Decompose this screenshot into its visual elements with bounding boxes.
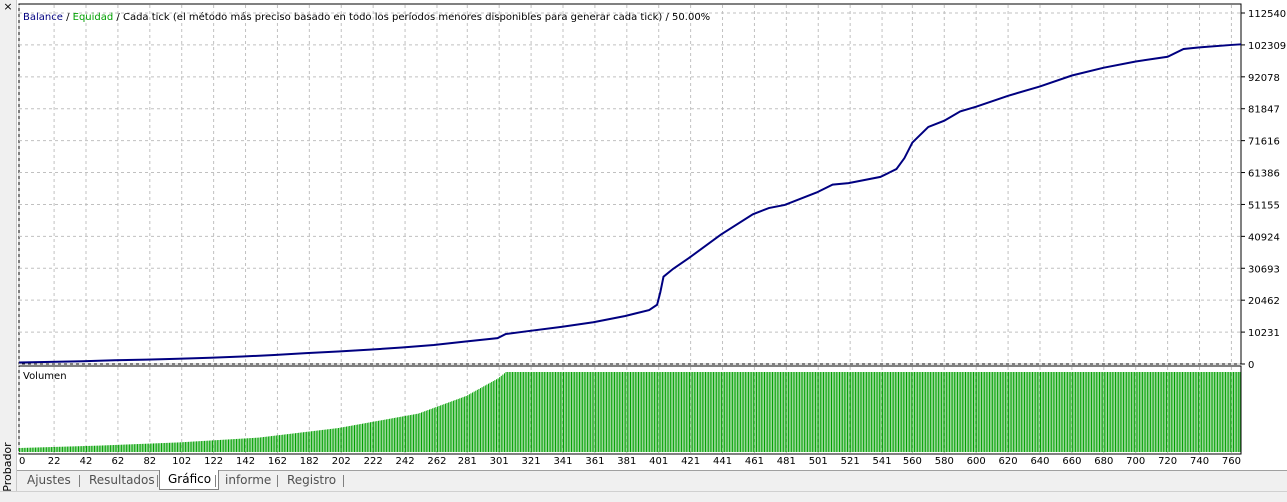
x-tick-label: 521 — [841, 456, 860, 467]
tab-separator — [343, 475, 344, 487]
x-tick-label: 680 — [1094, 456, 1113, 467]
x-tick-label: 222 — [364, 456, 383, 467]
legend-separator: / — [63, 12, 73, 23]
x-tick-label: 461 — [745, 456, 764, 467]
chart-area: 0 22 42 62 82 102 122 142 162 182 202 222 242 262 281 3… — [17, 0, 1287, 470]
x-tick-label: 182 — [300, 456, 319, 467]
y-tick-label: 0 — [1248, 360, 1254, 371]
y-tick-label: 71616 — [1248, 137, 1280, 148]
y-tick-label: 61386 — [1248, 169, 1280, 180]
tab-ajustes[interactable]: Ajustes — [27, 473, 71, 487]
tab-separator — [79, 475, 80, 487]
close-icon[interactable]: × — [3, 0, 13, 13]
y-tick-label: 10231 — [1248, 328, 1280, 339]
x-tick-label: 640 — [1030, 456, 1049, 467]
x-tick-label: 82 — [143, 456, 156, 467]
x-tick-label: 262 — [427, 456, 446, 467]
x-tick-label: 580 — [935, 456, 954, 467]
y-tick-label: 30693 — [1248, 264, 1280, 275]
legend-balance: Balance — [23, 12, 63, 23]
x-tick-label: 122 — [204, 456, 223, 467]
x-tick-label: 660 — [1062, 456, 1081, 467]
x-tick-label: 760 — [1222, 456, 1241, 467]
side-panel: × Probador — [0, 0, 17, 501]
x-tick-label: 481 — [777, 456, 796, 467]
panel-title: Probador — [1, 442, 14, 492]
x-tick-label: 401 — [649, 456, 668, 467]
x-tick-label: 361 — [585, 456, 604, 467]
x-tick-label: 501 — [809, 456, 828, 467]
x-tick-label: 142 — [236, 456, 255, 467]
x-tick-label: 202 — [332, 456, 351, 467]
y-tick-label: 92078 — [1248, 73, 1280, 84]
volume-label: Volumen — [23, 371, 67, 382]
y-tick-label: 51155 — [1248, 200, 1280, 211]
tab-informe[interactable]: informe — [225, 473, 272, 487]
x-tick-label: 341 — [553, 456, 572, 467]
tab-separator — [215, 475, 216, 487]
x-tick-label: 441 — [713, 456, 732, 467]
tab-separator — [157, 475, 158, 487]
tab-grfico[interactable]: Gráfico — [159, 470, 219, 490]
x-tick-label: 560 — [903, 456, 922, 467]
x-tick-label: 381 — [617, 456, 636, 467]
y-tick-label: 20462 — [1248, 296, 1280, 307]
x-tick-label: 600 — [967, 456, 986, 467]
chart-legend: Balance / Equidad / Cada tick (el método… — [23, 11, 710, 23]
y-tick-label: 102309 — [1248, 41, 1286, 52]
y-tick-label: 81847 — [1248, 105, 1280, 116]
status-bar — [0, 491, 1287, 502]
y-tick-label: 112540 — [1248, 9, 1286, 20]
x-tick-label: 301 — [490, 456, 509, 467]
x-tick-label: 22 — [48, 456, 61, 467]
x-tick-label: 281 — [458, 456, 477, 467]
tab-registro[interactable]: Registro — [287, 473, 337, 487]
x-tick-label: 740 — [1190, 456, 1209, 467]
x-tick-label: 162 — [268, 456, 287, 467]
x-tick-label: 541 — [873, 456, 892, 467]
chart-canvas[interactable]: 0 22 42 62 82 102 122 142 162 182 202 222 242 262 281 3… — [17, 0, 1287, 470]
x-tick-label: 62 — [112, 456, 125, 467]
x-tick-label: 620 — [999, 456, 1018, 467]
legend-description: / Cada tick (el método más preciso basad… — [113, 11, 710, 23]
tab-resultados[interactable]: Resultados — [89, 473, 155, 487]
x-tick-label: 102 — [172, 456, 191, 467]
x-tick-label: 42 — [80, 456, 93, 467]
x-tick-label: 0 — [19, 456, 25, 467]
x-tick-label: 421 — [681, 456, 700, 467]
tab-separator — [277, 475, 278, 487]
x-tick-label: 321 — [522, 456, 541, 467]
balance-line — [18, 43, 1242, 364]
x-tick-label: 720 — [1158, 456, 1177, 467]
y-tick-label: 40924 — [1248, 232, 1280, 243]
x-tick-label: 700 — [1126, 456, 1145, 467]
x-tick-label: 242 — [396, 456, 415, 467]
price-panel — [18, 3, 1242, 365]
tab-bar: Ajustes Resultados Gráfico informe Registro — [17, 470, 1287, 491]
legend-equity: Equidad — [73, 12, 114, 23]
